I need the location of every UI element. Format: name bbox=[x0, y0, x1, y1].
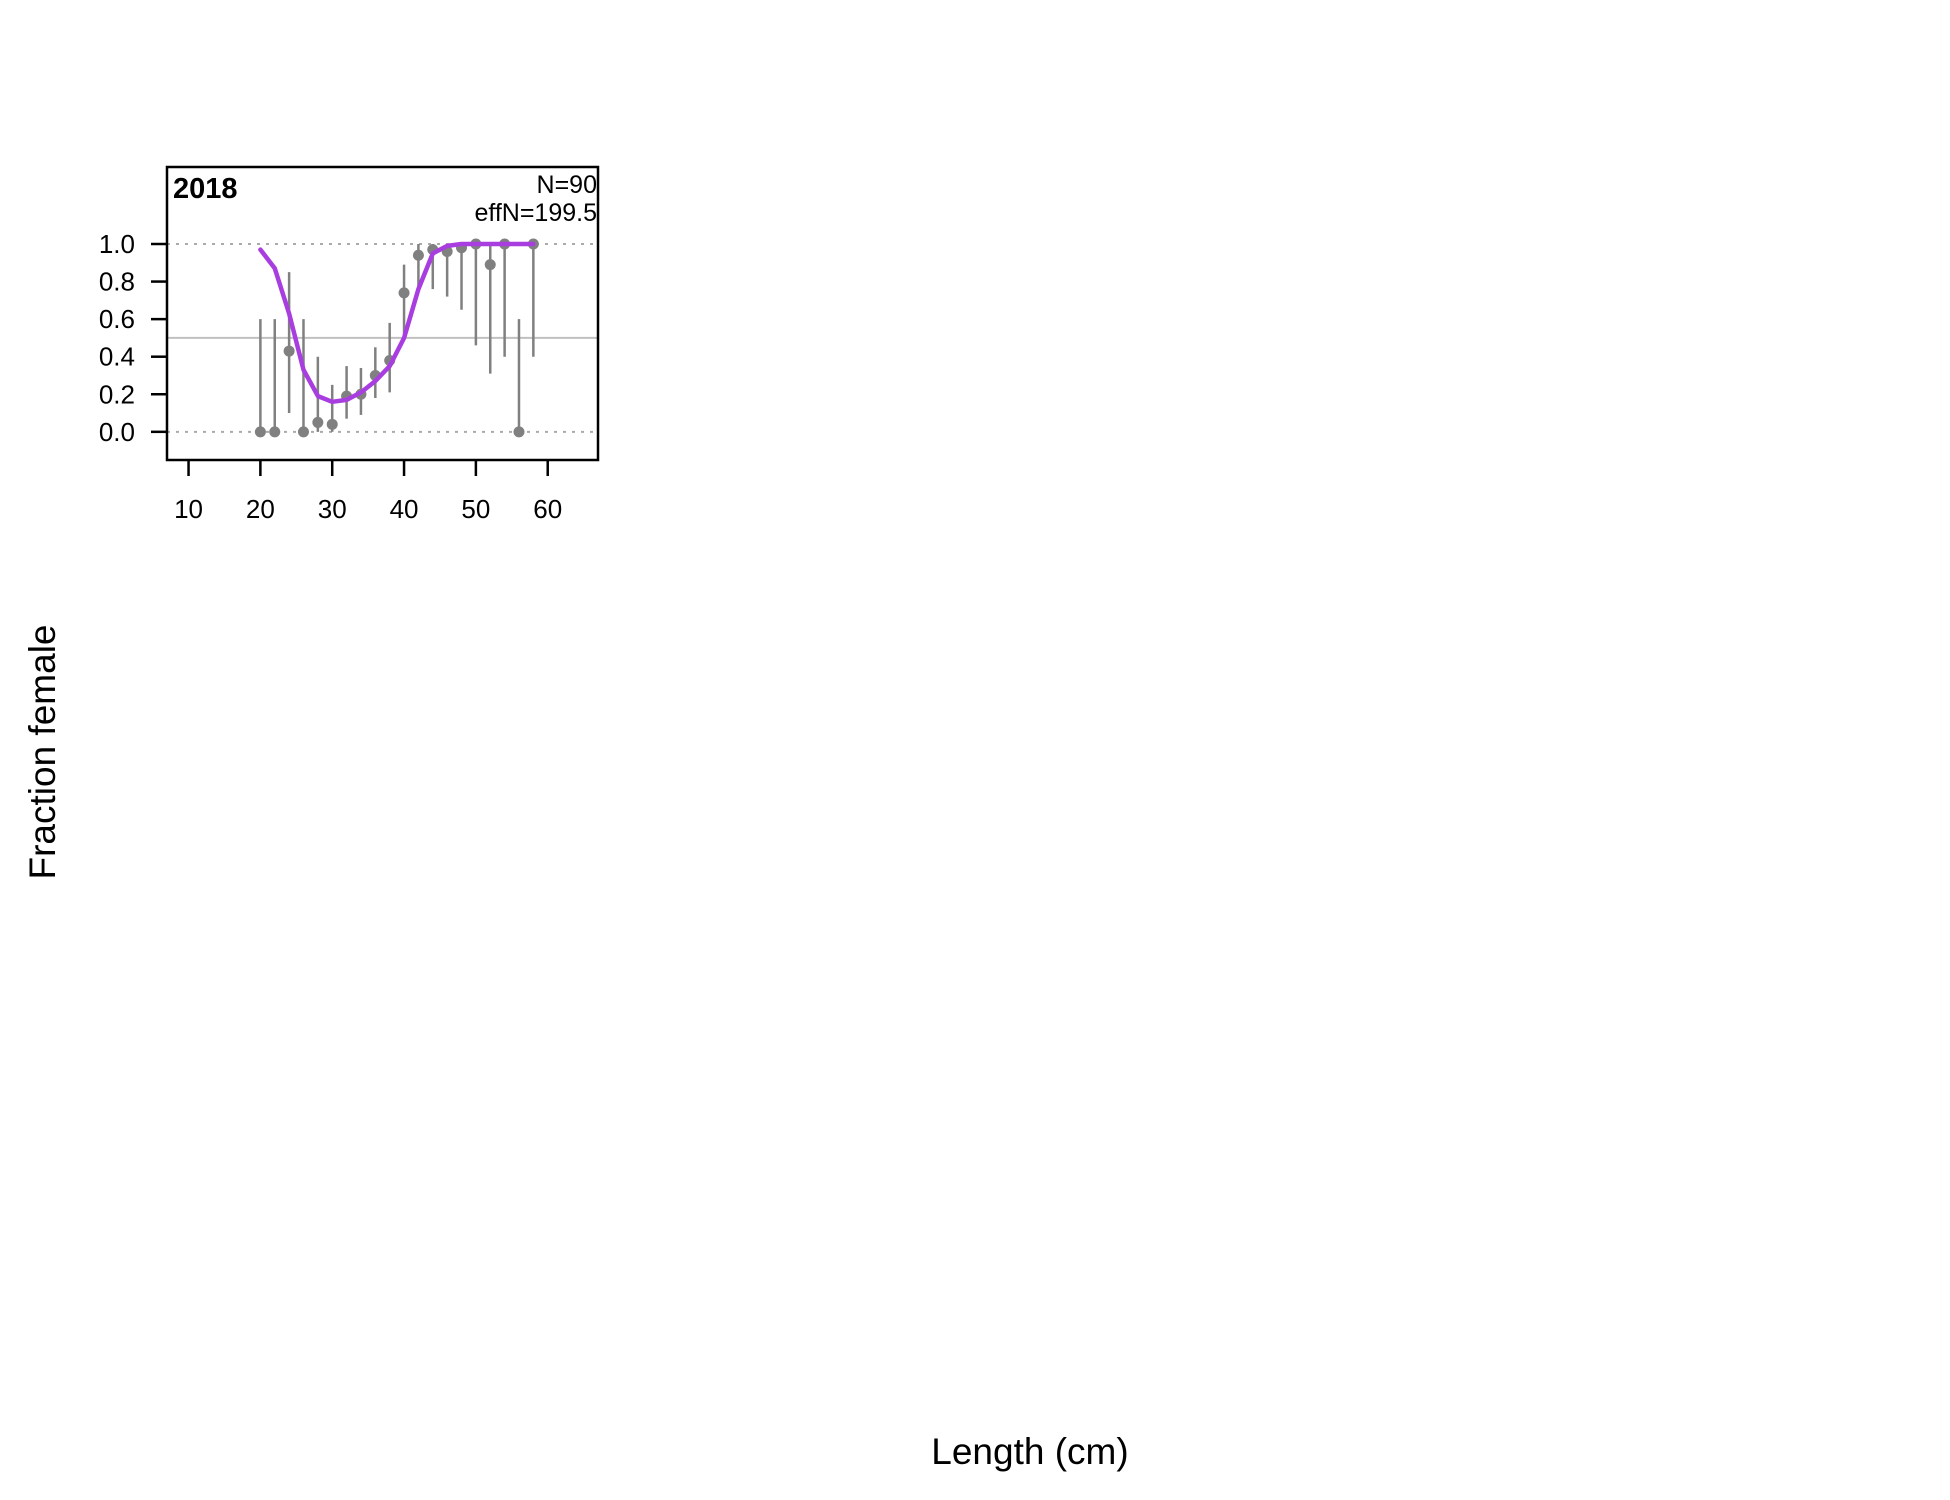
x-tick-label: 50 bbox=[461, 494, 490, 524]
observed-point bbox=[312, 416, 324, 428]
x-tick-label: 10 bbox=[174, 494, 203, 524]
y-axis-label: Fraction female bbox=[22, 625, 63, 880]
observed-point bbox=[484, 259, 496, 271]
observed-point bbox=[412, 249, 424, 261]
fit-line bbox=[258, 241, 536, 405]
panel-title: 2018 bbox=[173, 173, 238, 205]
observed-point bbox=[398, 287, 410, 299]
observed-point bbox=[254, 426, 266, 438]
y-tick-label: 0.4 bbox=[99, 342, 135, 372]
observed-point bbox=[283, 345, 295, 357]
effective-sample-size-label: effN=199.5 bbox=[474, 199, 597, 227]
x-tick-label: 40 bbox=[390, 494, 419, 524]
y-tick-label: 0.0 bbox=[99, 417, 135, 447]
observed-point bbox=[269, 426, 281, 438]
y-axis: 0.0 0.2 0.4 0.6 0.8 1.0 bbox=[99, 229, 167, 447]
y-tick-label: 0.8 bbox=[99, 267, 135, 297]
x-tick-label: 60 bbox=[533, 494, 562, 524]
x-tick-label: 30 bbox=[318, 494, 347, 524]
expected-fit-line bbox=[258, 241, 536, 405]
observed-point bbox=[326, 418, 338, 430]
plot-frame bbox=[165, 165, 600, 462]
observed-point bbox=[297, 426, 309, 438]
x-axis-label: Length (cm) bbox=[931, 1431, 1128, 1472]
y-tick-label: 0.2 bbox=[99, 379, 135, 409]
y-tick-label: 0.6 bbox=[99, 304, 135, 334]
x-axis: 10 20 30 40 50 60 bbox=[174, 460, 562, 524]
sample-size-label: N=90 bbox=[537, 171, 597, 199]
x-tick-label: 20 bbox=[246, 494, 275, 524]
reference-lines bbox=[167, 243, 598, 433]
y-tick-label: 1.0 bbox=[99, 229, 135, 259]
observed-point bbox=[513, 426, 525, 438]
